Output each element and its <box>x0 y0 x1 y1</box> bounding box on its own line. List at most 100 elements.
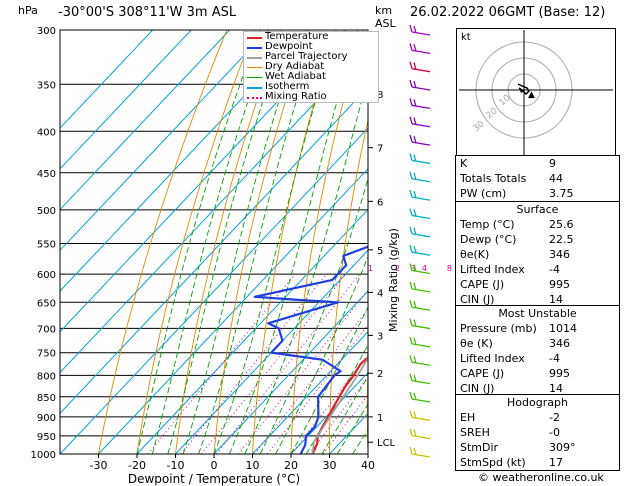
wind-barb-icon <box>409 189 431 201</box>
dry-adiabat-line <box>213 30 310 454</box>
wind-barb-icon <box>409 281 431 293</box>
unstable-table: Most Unstable Pressure (mb) 1014 θe (K) 346… <box>455 305 620 397</box>
temperature-line <box>311 355 368 454</box>
wind-barb-icon <box>409 355 431 366</box>
pressure-tick-label: 850 <box>37 393 56 404</box>
row-value: 995 <box>549 367 570 380</box>
indices-table: K 9 Totals Totals 44 PW (cm) 3.75 <box>455 155 620 202</box>
isotherm-line <box>60 30 154 129</box>
legend-label: Wet Adiabat <box>265 71 326 82</box>
wind-barb-icon <box>409 244 431 256</box>
row-value: 995 <box>549 278 570 291</box>
dry-adiabat-line <box>290 30 364 454</box>
wind-barb-icon <box>409 43 431 54</box>
row-value: -4 <box>549 352 560 365</box>
mixing-ratio-label: 3 <box>410 264 415 273</box>
row-value: 309° <box>549 441 576 454</box>
legend-swatch <box>247 97 262 99</box>
unstable-title: Most Unstable <box>498 307 577 320</box>
legend-swatch <box>247 47 262 49</box>
x-tick-label: 40 <box>361 459 375 472</box>
pressure-tick-label: 500 <box>37 206 56 217</box>
isotherm-line <box>98 168 368 454</box>
row-key: K <box>460 157 468 170</box>
legend-swatch <box>247 37 262 39</box>
isotherm-line <box>252 331 368 454</box>
isotherm-line <box>60 30 308 292</box>
table-row: PW (cm) 3.75 <box>456 186 619 201</box>
row-key: StmSpd (kt) <box>460 456 526 469</box>
x-tick-label: 0 <box>211 459 218 472</box>
pressure-tick-label: 950 <box>37 432 56 443</box>
legend-label: Dewpoint <box>265 41 313 52</box>
row-value: 25.6 <box>549 218 574 231</box>
wind-barb-icon <box>409 300 431 311</box>
mixing-ratio-label: 4 <box>422 264 427 273</box>
legend-label: Parcel Trajectory <box>265 51 348 62</box>
km-tick-label: 3 <box>377 331 383 342</box>
row-key: CAPE (J) <box>460 278 505 291</box>
wind-barb-icon <box>409 79 431 91</box>
wet-adiabat-line <box>244 75 368 454</box>
row-key: CIN (J) <box>460 382 495 395</box>
legend-entry: Dewpoint <box>244 42 378 52</box>
isotherm-line <box>60 30 269 252</box>
isotherm-line <box>60 30 192 170</box>
dry-adiabat-line <box>98 30 228 454</box>
row-key: Dewp (°C) <box>460 233 517 246</box>
km-tick-label: 5 <box>377 246 383 257</box>
row-key: PW (cm) <box>460 187 507 200</box>
wind-barb-icon <box>409 116 431 128</box>
row-key: SREH <box>460 426 490 439</box>
row-value: 9 <box>549 157 556 170</box>
table-row: CIN (J) 14 <box>456 292 619 307</box>
legend-label: Mixing Ratio <box>265 91 327 102</box>
table-row: Pressure (mb) 1014 <box>456 321 619 336</box>
row-value: 3.75 <box>549 187 574 200</box>
table-row: CAPE (J) 995 <box>456 277 619 292</box>
isotherm-line <box>290 371 368 454</box>
mixing-ratio-line <box>180 273 327 454</box>
wet-adiabat-line <box>290 306 368 454</box>
row-key: StmDir <box>460 441 499 454</box>
legend-entry: Parcel Trajectory <box>244 52 378 62</box>
unit-asl-label: ASL <box>375 17 396 30</box>
legend-label: Dry Adiabat <box>265 61 325 72</box>
row-value: 1014 <box>549 322 577 335</box>
pressure-tick-label: 750 <box>37 349 56 360</box>
wind-barb-icon <box>409 171 431 183</box>
legend-entry: Isotherm <box>244 82 378 92</box>
legend-swatch <box>247 67 262 68</box>
hodograph-table-title: Hodograph <box>507 396 568 409</box>
km-tick-label: LCL <box>377 438 396 449</box>
x-tick-label: 10 <box>246 459 260 472</box>
wind-barb-icon <box>409 98 431 110</box>
legend-label: Isotherm <box>265 81 310 92</box>
wet-adiabat-line <box>228 30 359 454</box>
row-value: 22.5 <box>549 233 574 246</box>
km-tick-label: 2 <box>377 369 383 380</box>
x-tick-label: -20 <box>128 459 146 472</box>
surface-title: Surface <box>516 203 559 216</box>
x-tick-label: 30 <box>323 459 337 472</box>
mixing-ratio-label: 2 <box>395 264 400 273</box>
table-row: CAPE (J) 995 <box>456 366 619 381</box>
legend-label: Temperature <box>265 31 329 42</box>
km-tick-label: 4 <box>377 288 383 299</box>
legend-entry: Mixing Ratio <box>244 92 378 102</box>
isotherm-line <box>60 30 231 211</box>
table-row: StmDir 309° <box>456 440 619 455</box>
row-value: -2 <box>549 411 560 424</box>
legend-swatch <box>247 77 262 78</box>
hodograph: kt 10 20 30 ▲ <box>456 28 616 158</box>
pressure-tick-label: 450 <box>37 169 56 180</box>
pressure-tick-label: 900 <box>37 413 56 424</box>
table-row: θe (K) 346 <box>456 336 619 351</box>
row-key: Temp (°C) <box>460 218 515 231</box>
storm-motion-marker <box>519 88 524 93</box>
wet-adiabat-line <box>275 255 368 454</box>
wind-barb-icon <box>409 428 431 440</box>
table-row: Totals Totals 44 <box>456 171 619 186</box>
